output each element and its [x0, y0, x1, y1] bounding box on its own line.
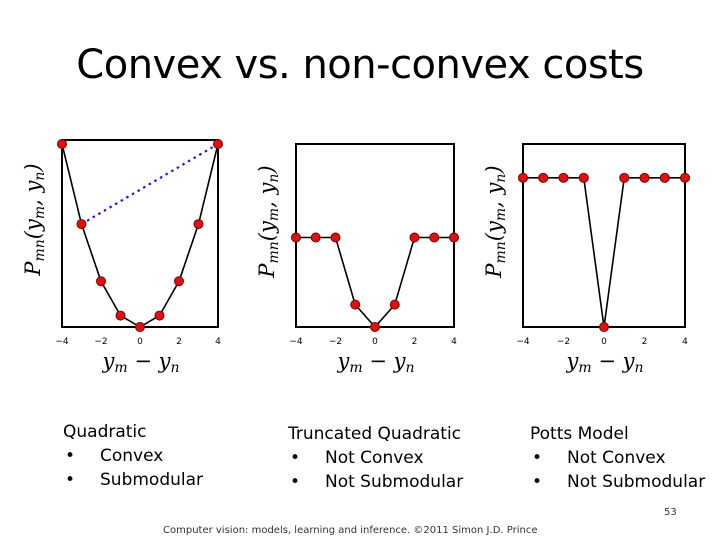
plot-quadratic: −4 −2 0 2 4 ym − yn Pmn(ym, yn) — [21, 139, 223, 376]
x-axis-label: ym − yn — [566, 349, 644, 376]
cost-curve — [296, 236, 454, 329]
data-point — [135, 322, 145, 332]
slide-title: Convex vs. non-convex costs — [76, 42, 644, 88]
x-tick-label: 2 — [176, 337, 182, 347]
caption-bullet: • Not Convex — [532, 448, 666, 468]
data-point — [619, 172, 630, 183]
x-tick-label: 0 — [372, 337, 378, 347]
caption-bullet: • Convex — [65, 446, 164, 466]
x-tick-label: 0 — [601, 337, 607, 347]
cost-curve — [61, 143, 219, 328]
x-tick-label: 2 — [412, 337, 418, 347]
footer-credit: Computer vision: models, learning and in… — [163, 525, 538, 536]
x-tick-label: −2 — [94, 337, 107, 347]
caption-heading: Truncated Quadratic — [288, 424, 462, 444]
cost-curve — [523, 177, 685, 328]
data-point — [291, 232, 301, 243]
caption-bullet: • Submodular — [65, 470, 204, 490]
y-axis-label: Pmn(ym, yn) — [21, 163, 48, 276]
caption-heading: Potts Model — [530, 424, 629, 444]
data-point — [599, 322, 609, 332]
x-tick-label: −4 — [516, 337, 530, 347]
x-tick-label: −2 — [557, 337, 570, 347]
data-point — [558, 172, 569, 183]
data-point — [639, 172, 650, 183]
x-axis-label: ym − yn — [102, 349, 180, 376]
data-point — [370, 322, 380, 332]
x-tick-label: 2 — [642, 337, 648, 347]
caption-bullet: • Not Convex — [290, 448, 424, 468]
data-point — [115, 310, 126, 321]
data-point — [310, 232, 321, 243]
data-point — [76, 219, 87, 230]
x-tick-label: 4 — [215, 337, 221, 347]
caption-bullet: • Not Submodular — [290, 472, 464, 492]
y-axis-label: Pmn(ym, yn) — [482, 165, 509, 278]
data-point — [449, 232, 459, 243]
data-point — [518, 172, 528, 183]
caption-potts-model: Potts Model • Not Convex • Not Submodular — [530, 422, 705, 494]
data-point — [659, 172, 670, 183]
y-axis-label: Pmn(ym, yn) — [255, 165, 282, 278]
data-point — [193, 219, 204, 230]
data-point — [409, 232, 420, 243]
convexity-chord — [80, 143, 219, 226]
data-point — [538, 172, 549, 183]
caption-quadratic: Quadratic • Convex • Submodular — [63, 420, 203, 492]
data-point — [174, 276, 184, 287]
data-point — [680, 172, 690, 183]
x-tick-label: 4 — [682, 337, 688, 347]
data-point — [96, 276, 106, 287]
x-axis-label: ym − yn — [337, 349, 415, 376]
plot-potts-model: −4 −2 0 2 4 ym − yn Pmn(ym, yn) — [482, 143, 690, 376]
data-point — [57, 139, 67, 149]
data-point — [578, 172, 589, 183]
plot-truncated-quadratic: −4 −2 0 2 4 ym − yn Pmn(ym, yn) — [255, 143, 459, 376]
caption-bullet: • Not Submodular — [532, 472, 706, 492]
data-point — [154, 310, 165, 321]
x-tick-label: −4 — [289, 337, 303, 347]
data-point — [350, 299, 361, 310]
data-point — [330, 232, 341, 243]
data-point — [389, 299, 400, 310]
data-point — [429, 232, 440, 243]
x-tick-label: −2 — [329, 337, 342, 347]
data-point — [213, 139, 223, 149]
x-tick-label: 0 — [137, 337, 143, 347]
x-tick-label: −4 — [55, 337, 69, 347]
plot-frame — [522, 143, 686, 328]
page-number: 53 — [664, 507, 677, 518]
caption-truncated-quadratic: Truncated Quadratic • Not Convex • Not Sub… — [288, 422, 463, 494]
caption-heading: Quadratic — [63, 422, 147, 442]
x-tick-label: 4 — [451, 337, 457, 347]
